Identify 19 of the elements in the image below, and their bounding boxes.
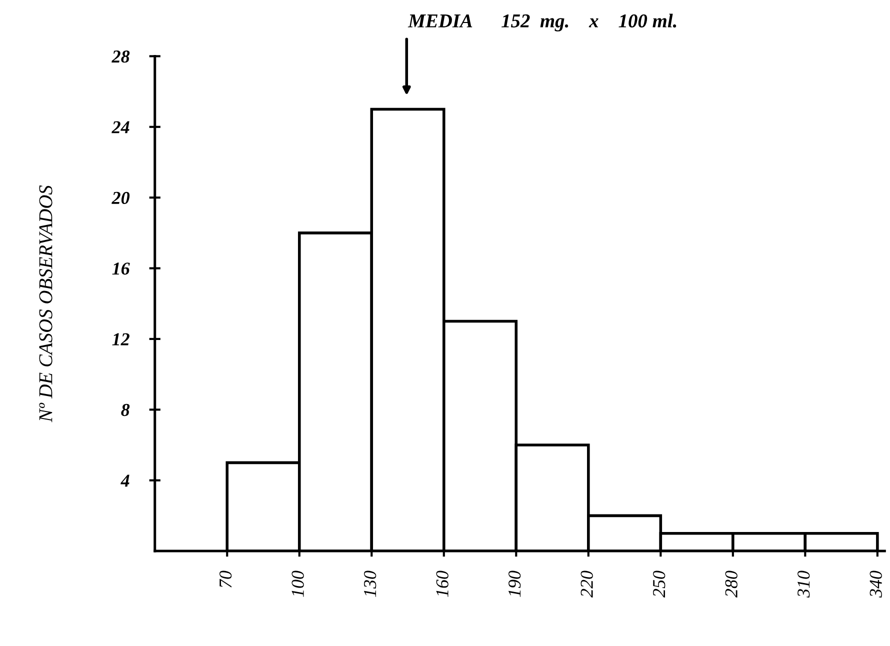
y-axis-title: Nº DE CASOS OBSERVADOS <box>39 185 52 422</box>
x-tick-label: 130 <box>364 570 376 597</box>
y-tick-label: 16 <box>112 262 130 275</box>
x-tick-label: 190 <box>508 570 521 597</box>
y-tick-label: 12 <box>112 333 130 346</box>
y-tick-label: 20 <box>112 192 130 204</box>
x-tick-label: 310 <box>798 570 810 598</box>
x-tick-label: 100 <box>292 570 304 597</box>
text: MEDIA 152 mg. x 100 ml. <box>408 14 676 32</box>
x-tick-label: 250 <box>652 570 666 598</box>
y-tick-label: 28 <box>112 50 130 63</box>
y-tick-label: 24 <box>112 121 130 134</box>
x-tick-label: 220 <box>580 570 593 598</box>
x-tick-label: 160 <box>436 570 448 597</box>
y-tick-label: 8 <box>121 404 130 416</box>
y-tick-label: 4 <box>120 474 130 487</box>
x-tick-label: 280 <box>725 570 738 598</box>
x-tick-label: 70 <box>219 570 232 588</box>
x-tick-label: 340 <box>870 570 882 598</box>
